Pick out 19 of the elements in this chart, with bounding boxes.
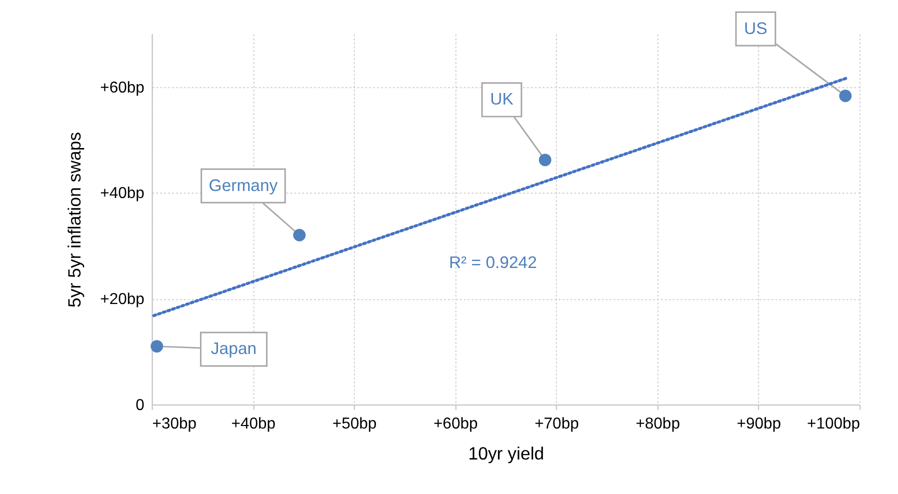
x-tick-label: +70bp [534, 416, 580, 433]
y-tick-label: +40bp [100, 185, 145, 202]
x-axis-title: 10yr yield [468, 443, 544, 464]
x-tick-label: +40bp [231, 416, 276, 433]
y-tick-label: 0 [136, 396, 145, 414]
annotation: Japan [210, 339, 257, 358]
annotation: Germany [208, 176, 278, 195]
x-tick-label: +60bp [433, 416, 478, 433]
x-tick-label: +90bp [736, 416, 782, 433]
y-tick-label: +60bp [100, 79, 145, 96]
x-tick-label: +100bp [806, 416, 860, 433]
y-axis-title: 5yr 5yr inflation swaps [64, 132, 84, 308]
annotation: US [744, 18, 768, 38]
annotation: R² = 0.9242 [448, 252, 537, 272]
x-tick-label: +50bp [332, 416, 377, 433]
x-tick-label: +80bp [636, 416, 680, 433]
annotation: UK [490, 90, 514, 109]
x-tick-label: +30bp [152, 416, 197, 433]
y-tick-label: +20bp [100, 291, 145, 308]
